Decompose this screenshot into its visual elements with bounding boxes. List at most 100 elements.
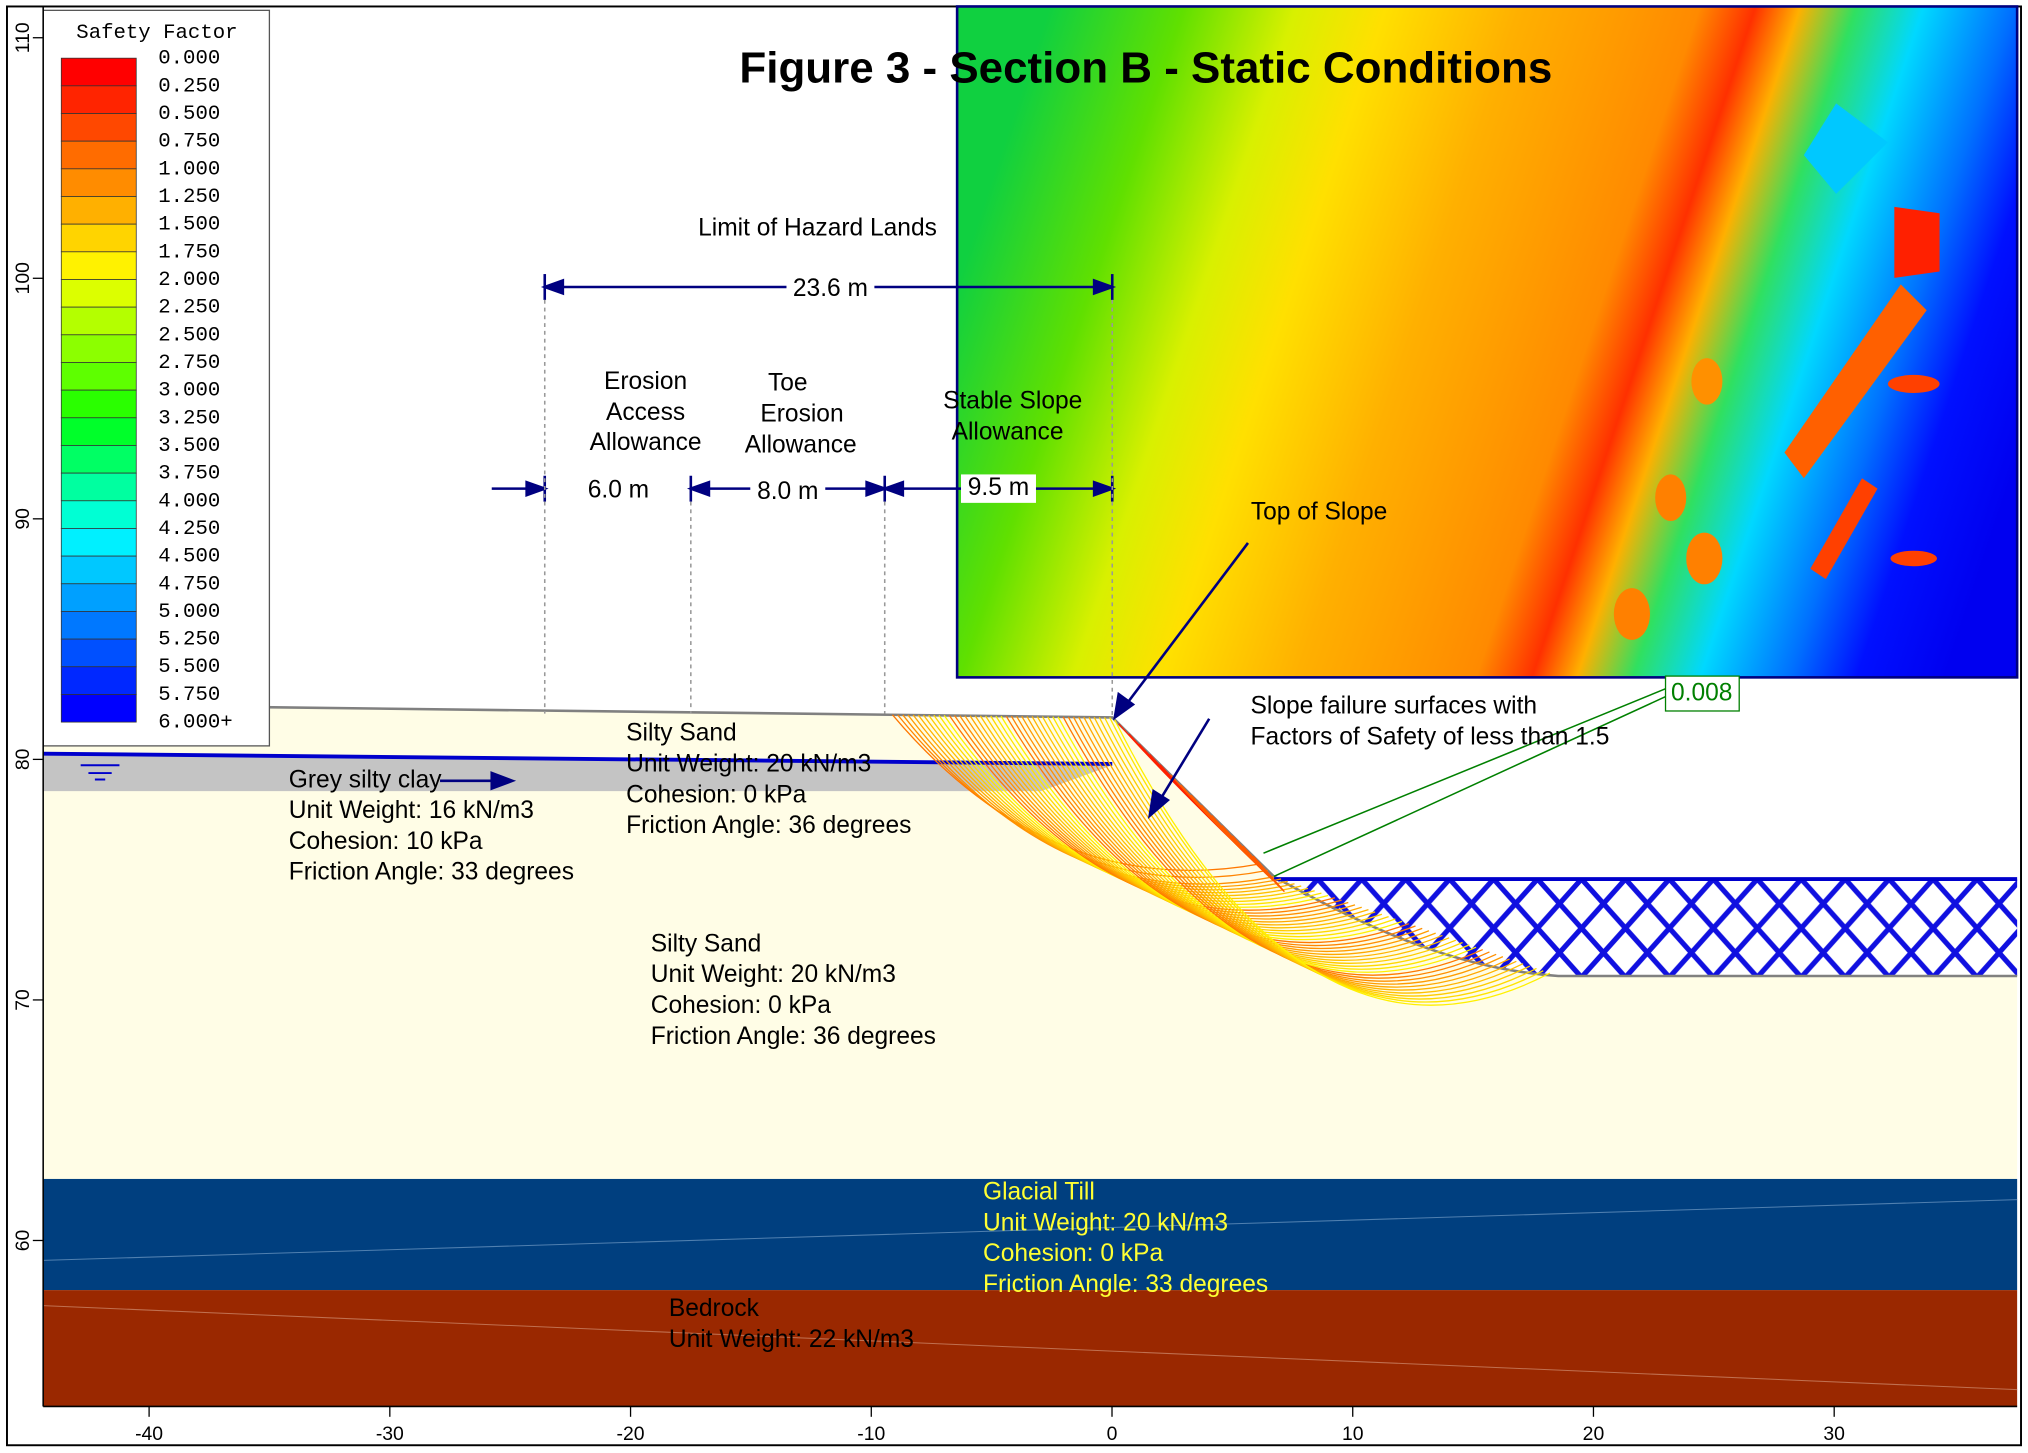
- material-label: Glacial Till: [983, 1179, 1095, 1206]
- label-bg: [786, 274, 875, 303]
- legend-label: 3.500: [158, 435, 220, 458]
- legend-swatch: [60, 168, 137, 197]
- legend-label: 5.750: [158, 684, 220, 707]
- legend-swatch: [60, 362, 137, 391]
- contour-blob: [1784, 284, 1927, 479]
- minimum-label: 0.008: [1671, 680, 1732, 707]
- allowance-label: Erosion: [760, 400, 843, 427]
- legend-swatch: [60, 666, 137, 695]
- legend-swatch: [60, 638, 137, 668]
- failure-surface: [1114, 719, 1551, 1006]
- contour-blob: [1613, 588, 1651, 640]
- x-tick-label: -20: [617, 1423, 645, 1445]
- material-label: Grey silty clay: [289, 766, 442, 793]
- allowance-label: Allowance: [745, 431, 857, 458]
- material-label: Friction Angle: 33 degrees: [289, 859, 574, 886]
- legend-label: 1.250: [158, 186, 220, 209]
- y-tick-label: 60: [12, 1229, 34, 1251]
- ground-surface: [43, 703, 2018, 978]
- label-bg: [750, 477, 826, 506]
- legend-swatch: [60, 472, 137, 502]
- legend-label: 1.000: [158, 158, 220, 181]
- arrowhead: [1147, 788, 1170, 819]
- legend-label: 0.000: [158, 48, 220, 71]
- legend-swatch: [60, 85, 137, 114]
- width-label: 8.0 m: [757, 478, 818, 505]
- legend-swatch: [60, 500, 137, 529]
- legend-swatch: [60, 196, 137, 225]
- y-tick-label: 70: [12, 989, 34, 1011]
- legend-label: 2.000: [158, 269, 220, 292]
- width-label: 9.5 m: [968, 474, 1029, 501]
- legend-title: Safety Factor: [76, 22, 237, 45]
- allowance-label: Toe: [768, 369, 808, 396]
- legend-label: 3.250: [158, 407, 220, 430]
- legend-label: 3.000: [158, 380, 220, 403]
- material-label: Unit Weight: 20 kN/m3: [626, 751, 871, 778]
- legend-label: 3.750: [158, 463, 220, 486]
- top-of-slope: Top of Slope: [1251, 499, 1387, 526]
- water-symbol: [80, 764, 120, 781]
- legend-label: 4.000: [158, 490, 220, 513]
- total-width: 23.6 m: [793, 275, 868, 302]
- layer-line: [43, 1305, 2018, 1391]
- legend-swatch: [60, 140, 137, 170]
- label-bg: [960, 474, 1036, 503]
- legend-label: 2.250: [158, 297, 220, 320]
- material-label: Cohesion: 0 kPa: [983, 1240, 1163, 1267]
- material-label: Unit Weight: 16 kN/m3: [289, 797, 534, 824]
- contour-blob: [1887, 374, 1940, 393]
- silty-sand-layer: [43, 704, 2018, 1179]
- legend-label: 4.250: [158, 518, 220, 541]
- legend-label: 0.500: [158, 103, 220, 126]
- material-label: Silty Sand: [626, 720, 737, 747]
- glacial-till-layer: [43, 1178, 2018, 1291]
- contour-border: [955, 5, 2019, 679]
- contour-blob: [1803, 103, 1888, 194]
- pointer: [1156, 718, 1211, 805]
- x-tick-label: -10: [857, 1423, 885, 1445]
- legend-label: 4.750: [158, 573, 220, 596]
- legend-swatch: [60, 279, 137, 308]
- contour-blob: [1894, 206, 1940, 278]
- x-tick-label: 0: [1107, 1423, 1118, 1445]
- y-tick-label: 80: [12, 748, 34, 770]
- contour-blob: [1691, 358, 1723, 405]
- y-tick-label: 90: [12, 508, 34, 530]
- title: Figure 3 - Section B - Static Conditions: [739, 44, 1552, 93]
- legend-label: 6.000+: [158, 712, 232, 735]
- material-label: Silty Sand: [651, 930, 762, 957]
- legend-label: 0.250: [158, 75, 220, 98]
- legend-swatch: [60, 555, 137, 585]
- arrowheads: [525, 480, 1117, 497]
- legend-swatch: [60, 57, 137, 87]
- allowance-label: Erosion: [604, 368, 687, 395]
- arrowhead: [490, 771, 517, 791]
- x-tick-label: 10: [1342, 1423, 1364, 1445]
- leader-lines: [1263, 687, 1669, 878]
- failure-label: Factors of Safety of less than 1.5: [1251, 724, 1610, 751]
- legend-label: 1.750: [158, 241, 220, 264]
- legend-swatch: [60, 306, 137, 336]
- material-label: Friction Angle: 36 degrees: [651, 1023, 936, 1050]
- legend-swatch: [60, 583, 137, 612]
- water: [1273, 879, 2018, 976]
- legend-swatch: [60, 389, 137, 419]
- width-label: 6.0 m: [588, 477, 649, 504]
- x-tick-label: -40: [135, 1423, 163, 1445]
- arrowheads: [540, 278, 1117, 296]
- material-label: Unit Weight: 20 kN/m3: [651, 961, 896, 988]
- failure-label: Slope failure surfaces with: [1251, 693, 1538, 720]
- legend-swatch: [60, 251, 137, 280]
- legend-label: 2.500: [158, 324, 220, 347]
- legend-swatch: [60, 223, 137, 253]
- contour-blob: [1810, 478, 1878, 580]
- legend-label: 5.000: [158, 601, 220, 624]
- material-label: Bedrock: [669, 1295, 760, 1322]
- allowance-label: Access: [606, 399, 685, 426]
- legend-swatch: [60, 445, 137, 474]
- pointer: [1120, 542, 1250, 712]
- material-label: Cohesion: 0 kPa: [651, 992, 831, 1019]
